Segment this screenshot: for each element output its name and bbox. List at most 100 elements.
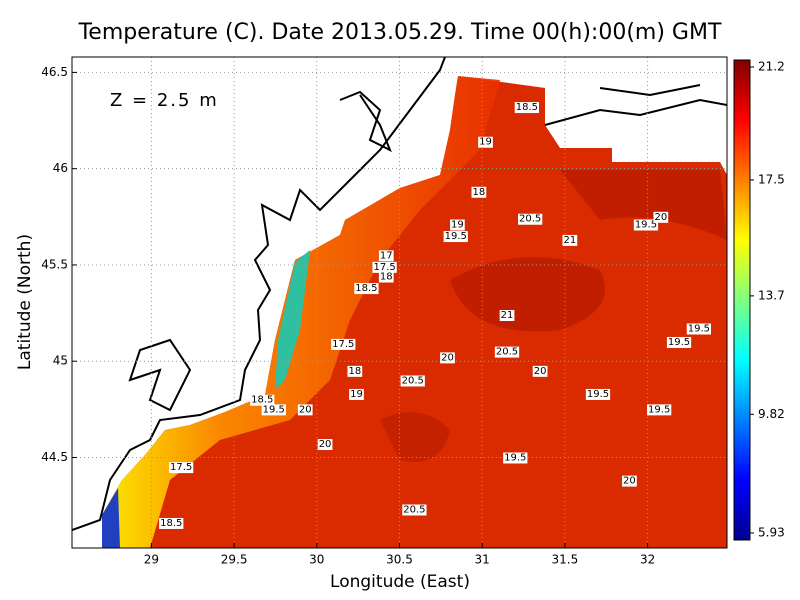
contour-label-box [378, 250, 394, 262]
contour-label-box [400, 375, 425, 387]
contour-label: 19.5 [587, 389, 609, 400]
x-tick-label: 29.5 [221, 553, 248, 567]
contour-label: 17 [380, 250, 393, 261]
contour-label: 20 [441, 352, 454, 363]
y-tick-label: 46.5 [41, 65, 68, 79]
warm-patch [560, 170, 727, 240]
contour-label: 18 [348, 366, 361, 377]
field [72, 57, 727, 548]
coastline [72, 57, 446, 531]
contour-label-box [585, 388, 611, 400]
contour-label-box [499, 310, 515, 322]
contour-label: 21 [563, 235, 576, 246]
contour-label-box [250, 394, 275, 406]
contour-label-box [354, 283, 379, 295]
contour-label-box [349, 388, 364, 400]
coastline [544, 84, 727, 126]
contour-label-box [169, 462, 194, 474]
colorbar [733, 59, 751, 541]
contour-label-box [518, 213, 543, 225]
coastline [128, 338, 192, 412]
x-tick-label: 31.5 [552, 553, 579, 567]
contour-label-box [372, 261, 397, 273]
contour-label: 20.5 [402, 375, 424, 386]
contour-label-box [297, 404, 313, 416]
x-tick-label: 30 [309, 553, 324, 567]
contour-label: 18 [473, 187, 486, 198]
contour-label: 20.5 [519, 214, 541, 225]
x-tick-label: 32 [640, 553, 655, 567]
x-tick-label: 30.5 [386, 553, 413, 567]
contour-label-box [647, 404, 672, 416]
contour-label: 20.5 [403, 504, 425, 515]
contour-label-box [562, 234, 578, 246]
contour-label: 18 [380, 272, 393, 283]
contour-label-box [331, 338, 356, 350]
contour-label: 17.5 [332, 339, 354, 350]
contour-label: 19.5 [504, 453, 526, 464]
y-axis-label: Latitude (North) [15, 234, 35, 370]
colorbar-label: 5.93 [758, 526, 785, 540]
warm-patch [450, 257, 605, 332]
contour-label-box [633, 219, 659, 231]
x-axis-label: Longitude (East) [330, 572, 470, 592]
contour-label: 19.5 [668, 337, 690, 348]
contour-label-box [378, 271, 394, 283]
contour-label-box [532, 365, 548, 377]
contour-label-box [440, 352, 455, 364]
contour-label-box [261, 404, 286, 416]
colorbar-label: 13.7 [758, 288, 785, 302]
contour-label-box [494, 346, 520, 358]
contour-label: 19.5 [635, 220, 657, 231]
contour-label: 20 [534, 366, 547, 377]
contour-label: 19 [451, 220, 464, 231]
colorbar-label: 21.2 [758, 60, 785, 74]
contour-label: 19 [350, 389, 363, 400]
contour-label-box [503, 452, 528, 464]
contour-label-box [402, 504, 427, 516]
chart-title: Temperature (C). Date 2013.05.29. Time 0… [78, 20, 722, 45]
y-tick-label: 45.5 [41, 257, 68, 271]
contour-labels: 18.5191820.5211919.51717.51818.519.52021… [159, 102, 712, 529]
contour-label: 18.5 [355, 283, 377, 294]
cold-strip [275, 250, 310, 390]
y-tick-label: 45 [53, 354, 68, 368]
contour-label-box [443, 231, 468, 243]
coastline [339, 90, 392, 153]
contour-label: 20 [623, 476, 636, 487]
contour-label: 17.5 [170, 462, 192, 473]
contour-label: 17.5 [373, 262, 395, 273]
contour-label: 20.5 [496, 347, 518, 358]
contour-label: 21 [501, 310, 514, 321]
x-tick-label: 29 [144, 553, 159, 567]
contour-label-box [653, 211, 669, 223]
colorbar-label: 9.82 [758, 407, 785, 421]
contour-label: 19.5 [445, 231, 467, 242]
contour-label-box [478, 136, 493, 148]
sea [102, 76, 727, 548]
contour-label-box [622, 475, 637, 487]
contour-label: 19 [479, 137, 492, 148]
contour-label-box [514, 102, 539, 114]
contour-label: 20 [319, 439, 332, 450]
contour-label: 19.5 [648, 404, 670, 415]
y-tick-label: 44.5 [41, 450, 68, 464]
y-tick-label: 46 [53, 161, 68, 175]
colorbar-label: 17.5 [758, 172, 785, 186]
contour-label: 20 [299, 404, 312, 415]
contour-label-box [666, 336, 692, 348]
x-tick-label: 31 [475, 553, 490, 567]
cold-strip [102, 488, 120, 548]
contour-label-box [159, 517, 184, 529]
contour-label-box [450, 219, 465, 231]
contour-label-box [471, 186, 487, 198]
warm-patch [380, 412, 450, 462]
contour-label: 19.5 [688, 323, 710, 334]
contour-label: 18.5 [251, 395, 273, 406]
contour-label-box [347, 365, 363, 377]
contour-label-box [686, 323, 712, 335]
contour-label-box [317, 439, 333, 451]
contour-label: 19.5 [263, 404, 285, 415]
contour-label: 18.5 [516, 102, 538, 113]
